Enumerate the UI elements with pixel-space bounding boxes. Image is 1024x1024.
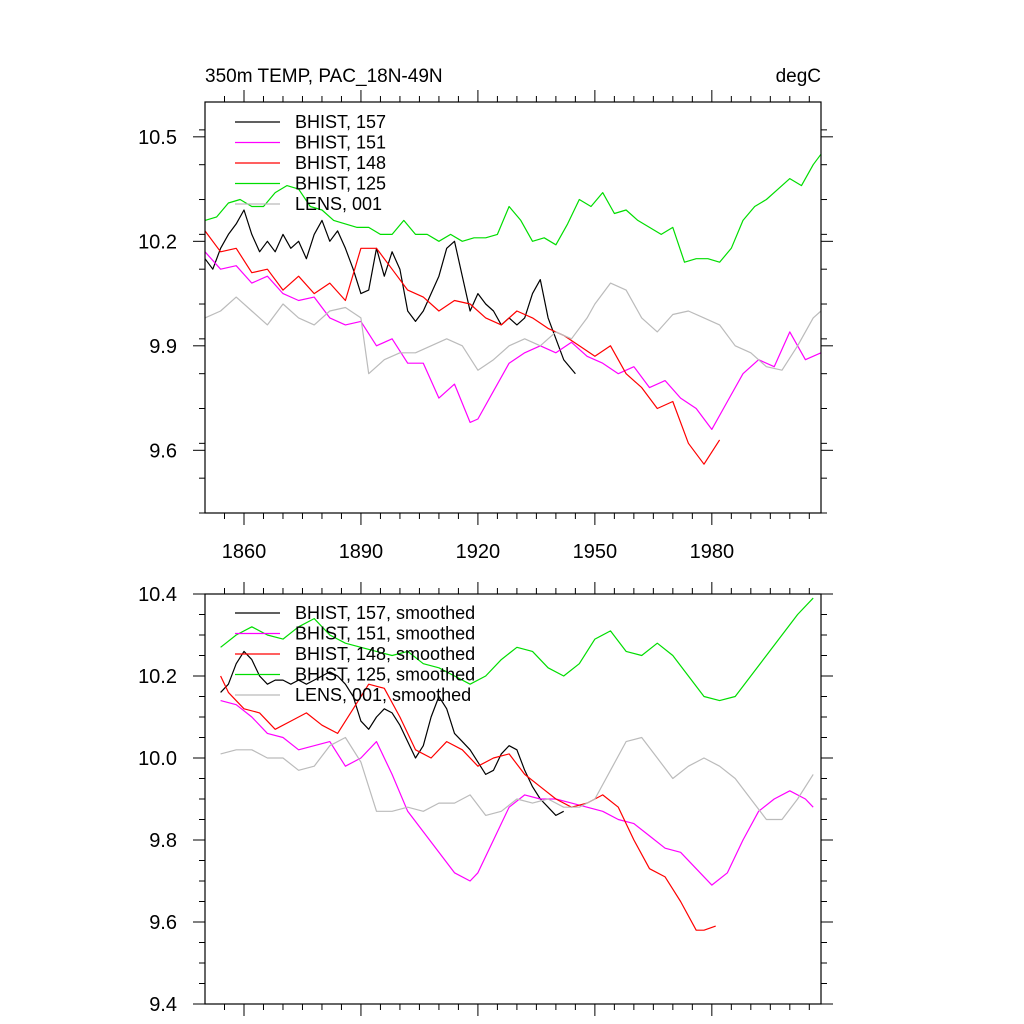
legend-label: LENS, 001, smoothed	[295, 685, 471, 705]
series-line-4	[204, 153, 822, 263]
series-line-5	[204, 282, 822, 375]
y-tick-label: 10.0	[138, 748, 177, 770]
x-tick-label: 1920	[456, 541, 501, 563]
series-line-2	[220, 700, 814, 886]
y-tick-label: 9.8	[149, 830, 177, 852]
legend-label: BHIST, 151	[295, 133, 386, 153]
series-line-1	[220, 650, 564, 817]
legend-label: BHIST, 125	[295, 174, 386, 194]
legend-label: BHIST, 125, smoothed	[295, 665, 475, 685]
y-tick-label: 10.4	[138, 584, 177, 606]
y-tick-label: 9.6	[149, 440, 177, 462]
series-line-4	[220, 597, 814, 702]
y-tick-label: 10.2	[138, 666, 177, 688]
y-tick-label: 9.9	[149, 336, 177, 358]
legend-label: BHIST, 148	[295, 153, 386, 173]
plot-frame	[204, 101, 822, 514]
panel-top: 350m TEMP, PAC_18N-49N degC BHIST, 157BH…	[138, 66, 833, 563]
legend-label: LENS, 001	[295, 194, 382, 214]
x-tick-label: 1890	[339, 541, 384, 563]
y-tick-label: 9.4	[149, 994, 177, 1016]
y-tick-label: 10.5	[138, 127, 177, 149]
x-tick-label: 1980	[690, 541, 735, 563]
legend-label: BHIST, 157, smoothed	[295, 603, 475, 623]
x-tick-label: 1950	[573, 541, 618, 563]
legend-label: BHIST, 157	[295, 112, 386, 132]
chart-title: 350m TEMP, PAC_18N-49N	[205, 66, 443, 87]
legend-label: BHIST, 151, smoothed	[295, 624, 475, 644]
y-tick-label: 9.6	[149, 912, 177, 934]
series-line-5	[220, 736, 814, 821]
series-line-3	[204, 230, 721, 465]
units-label: degC	[776, 66, 821, 87]
legend-label: BHIST, 148, smoothed	[295, 644, 475, 664]
series-line-3	[220, 675, 716, 931]
x-tick-label: 1860	[222, 541, 267, 563]
y-tick-label: 10.2	[138, 231, 177, 253]
series-line-2	[204, 251, 822, 430]
